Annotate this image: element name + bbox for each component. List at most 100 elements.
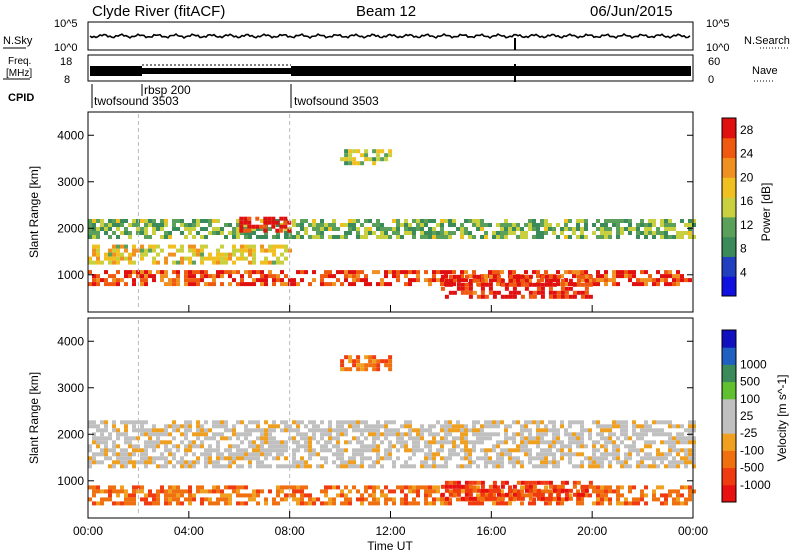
heatmap-cell: [284, 420, 288, 425]
heatmap-cell: [192, 444, 196, 449]
heatmap-cell: [484, 294, 489, 299]
heatmap-cell: [644, 452, 648, 457]
heatmap-cell: [340, 448, 344, 453]
heatmap-cell: [672, 223, 676, 227]
heatmap-cell: [576, 290, 581, 295]
heatmap-cell: [480, 428, 484, 433]
heatmap-cell: [144, 235, 148, 239]
heatmap-cell: [396, 456, 400, 461]
heatmap-cell: [192, 244, 196, 249]
heatmap-cell: [136, 270, 140, 275]
heatmap-cell: [128, 223, 132, 227]
heatmap-cell: [332, 444, 336, 449]
heatmap-cell: [548, 492, 553, 497]
heatmap-cell: [624, 436, 628, 441]
heatmap-cell: [280, 260, 284, 265]
heatmap-cell: [528, 227, 532, 231]
heatmap-cell: [540, 286, 545, 291]
heatmap-cell: [496, 274, 501, 279]
heatmap-cell: [284, 493, 288, 498]
heatmap-cell: [632, 424, 636, 429]
heatmap-cell: [596, 274, 600, 279]
heatmap-cell: [140, 274, 144, 279]
beam-title: Beam 12: [356, 3, 416, 20]
heatmap-cell: [336, 448, 340, 453]
heatmap-cell: [144, 428, 148, 433]
heatmap-cell: [292, 485, 296, 490]
heatmap-cell: [228, 460, 232, 465]
heatmap-cell: [640, 489, 644, 494]
heatmap-cell: [92, 460, 96, 465]
heatmap-cell: [208, 223, 212, 227]
heatmap-cell: [320, 436, 324, 441]
heatmap-cell: [256, 270, 260, 275]
heatmap-cell: [580, 501, 584, 506]
heatmap-cell: [376, 420, 380, 425]
heatmap-cell: [216, 420, 220, 425]
heatmap-cell: [648, 223, 652, 227]
heatmap-cell: [540, 223, 544, 227]
heatmap-cell: [164, 231, 168, 235]
heatmap-cell: [508, 485, 512, 490]
heatmap-cell: [192, 452, 196, 457]
heatmap-cell: [236, 227, 240, 231]
heatmap-cell: [348, 440, 352, 445]
heatmap-cell: [544, 489, 548, 494]
heatmap-cell: [472, 485, 476, 490]
heatmap-cell: [472, 278, 477, 283]
heatmap-cell: [220, 432, 224, 437]
heatmap-cell: [408, 489, 412, 494]
heatmap-cell: [308, 235, 312, 239]
heatmap-cell: [132, 493, 136, 498]
heatmap-cell: [536, 235, 540, 239]
heatmap-cell: [620, 428, 624, 433]
heatmap-cell: [560, 488, 565, 493]
velocity-ylabel: Slant Range [km]: [27, 372, 41, 464]
heatmap-cell: [392, 420, 396, 425]
heatmap-cell: [92, 244, 96, 249]
heatmap-cell: [580, 227, 584, 231]
heatmap-cell: [612, 420, 616, 425]
heatmap-cell: [184, 460, 188, 465]
heatmap-cell: [552, 484, 557, 489]
heatmap-cell: [348, 456, 352, 461]
heatmap-cell: [584, 488, 589, 493]
heatmap-cell: [652, 440, 656, 445]
heatmap-cell: [228, 282, 232, 287]
heatmap-cell: [332, 436, 336, 441]
heatmap-cell: [336, 278, 340, 283]
heatmap-cell: [276, 440, 280, 445]
heatmap-cell: [448, 282, 453, 287]
heatmap-cell: [112, 440, 116, 445]
heatmap-cell: [296, 444, 300, 449]
heatmap-cell: [376, 448, 380, 453]
heatmap-cell: [568, 282, 572, 287]
heatmap-cell: [340, 432, 344, 437]
heatmap-cell: [220, 231, 224, 235]
heatmap-cell: [516, 456, 520, 461]
heatmap-cell: [636, 278, 640, 283]
heatmap-cell: [128, 260, 132, 265]
colorbar-swatch: [722, 276, 736, 297]
heatmap-cell: [468, 456, 472, 461]
heatmap-cell: [264, 428, 268, 433]
heatmap-cell: [668, 452, 672, 457]
heatmap-cell: [252, 256, 256, 261]
heatmap-cell: [172, 464, 176, 469]
heatmap-cell: [172, 456, 176, 461]
heatmap-cell: [624, 452, 628, 457]
heatmap-cell: [340, 282, 344, 287]
heatmap-cell: [172, 244, 176, 249]
heatmap-cell: [236, 235, 240, 239]
heatmap-cell: [184, 448, 188, 453]
heatmap-cell: [440, 274, 445, 279]
heatmap-cell: [668, 227, 672, 231]
heatmap-cell: [388, 420, 392, 425]
heatmap-cell: [456, 420, 460, 425]
heatmap-cell: [680, 278, 684, 283]
heatmap-cell: [372, 432, 376, 437]
heatmap-cell: [168, 424, 172, 429]
heatmap-cell: [448, 274, 453, 279]
heatmap-cell: [400, 436, 404, 441]
colorbar-swatch: [722, 256, 736, 277]
